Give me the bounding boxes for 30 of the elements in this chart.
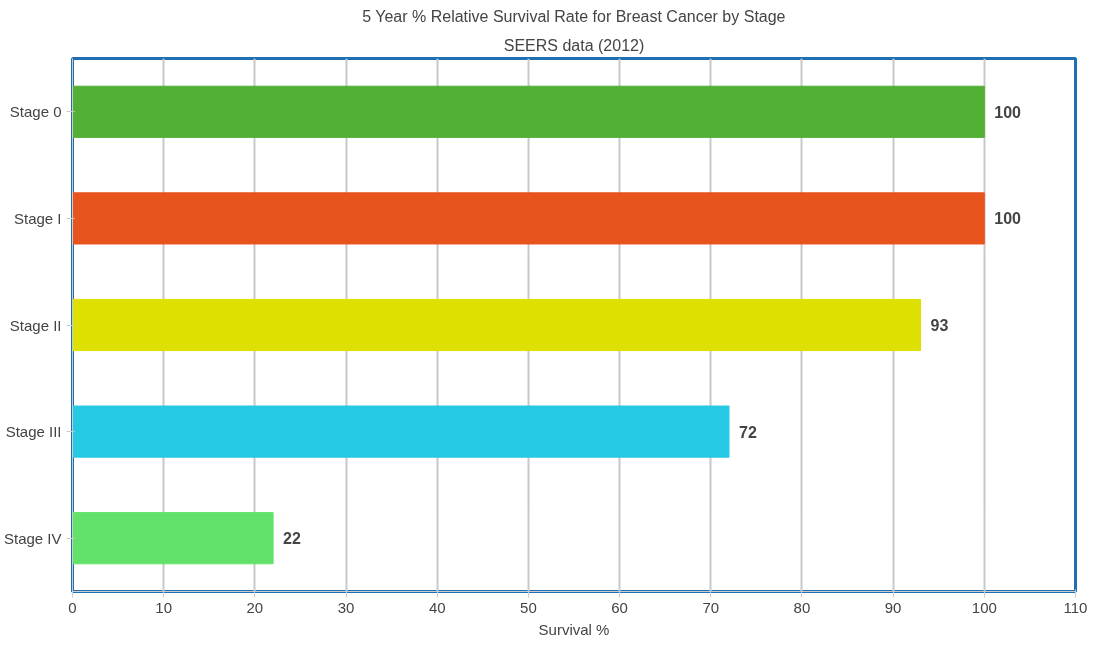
x-tick-label: 80 (793, 598, 811, 616)
x-tick-label: 110 (1063, 598, 1088, 616)
x-tick-label: 70 (702, 598, 720, 616)
x-tick-label: 100 (971, 598, 997, 616)
data-label: 22 (283, 530, 301, 548)
y-tick-label: Stage IV (3, 529, 62, 547)
data-label: 72 (739, 423, 757, 441)
x-tick-label: 60 (611, 598, 628, 616)
x-tick-label: 20 (246, 598, 264, 616)
y-tick-label: Stage 0 (9, 103, 62, 121)
x-tick-label: 10 (155, 598, 173, 616)
x-tick-label: 50 (520, 598, 537, 616)
bar (72, 192, 985, 245)
data-label: 93 (930, 317, 949, 334)
bar (72, 85, 985, 138)
x-tick-label: 0 (68, 598, 77, 616)
x-axis-title: Survival % (538, 620, 610, 638)
y-tick-label: Stage III (5, 423, 62, 441)
chart-title: 5 Year % Relative Survival Rate for Breast Cancer by Stage (362, 7, 786, 25)
y-tick-label: Stage I (13, 209, 62, 227)
bar (72, 405, 730, 458)
chart-subtitle: SEERS data (2012) (503, 36, 645, 54)
data-label: 100 (994, 210, 1022, 228)
bar (72, 298, 921, 352)
y-tick-label: Stage II (9, 316, 62, 334)
bar (72, 512, 274, 565)
x-tick-label: 40 (428, 598, 446, 616)
data-label: 100 (994, 103, 1022, 121)
x-tick-label: 90 (884, 598, 902, 616)
x-tick-label: 30 (337, 598, 355, 616)
